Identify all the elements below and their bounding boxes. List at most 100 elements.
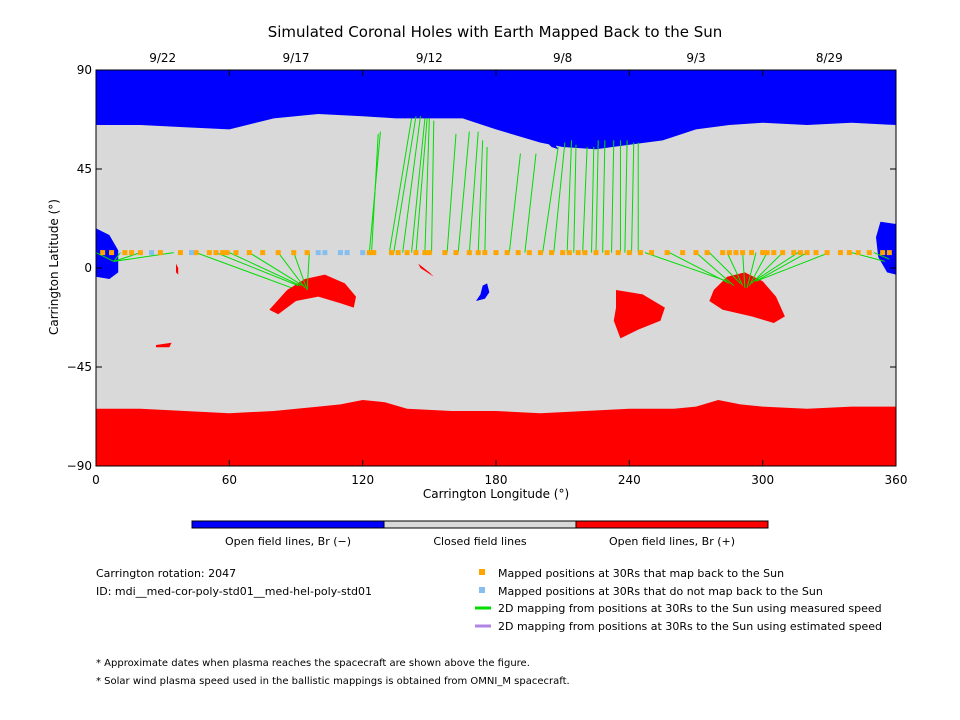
mapped-position-66: [837, 250, 843, 256]
mapped-position-56: [749, 250, 755, 256]
color-bar-label-positive: Open field lines, Br (+): [609, 535, 735, 548]
y-tick-label-5: −90: [67, 459, 92, 473]
mapped-position-59: [771, 250, 777, 256]
mapping-line-measured-50: [753, 252, 799, 282]
mapped-positions: [100, 250, 892, 256]
mapping-line-measured-45: [726, 252, 744, 286]
mapping-line-measured-26: [508, 153, 521, 253]
closed-field-region: [96, 70, 896, 466]
mapped-position-14: [246, 250, 252, 256]
legend: Mapped positions at 30Rs that map back t…: [475, 567, 882, 633]
unmapped-position-6: [344, 250, 350, 256]
mapping-line-measured-2: [113, 252, 121, 262]
mapped-position-68: [855, 250, 861, 256]
coronal-hole-positive-7: [709, 272, 785, 323]
mapped-position-20: [371, 250, 377, 256]
mapping-line-measured-36: [611, 140, 615, 253]
x-axis-ticks: 0 60 120 180 240 300 360: [92, 70, 907, 487]
mapped-position-45: [626, 250, 632, 256]
chart-title: Simulated Coronal Holes with Earth Mappe…: [268, 23, 723, 41]
mapped-position-4: [129, 250, 135, 256]
mapping-line-measured-33: [591, 146, 595, 253]
mapping-line-measured-48: [748, 252, 768, 286]
mapping-line-measured-54: [873, 252, 890, 260]
mapped-position-11: [220, 250, 226, 256]
x-tick-label-0: 0: [92, 473, 100, 487]
date-tick-1: 9/22: [149, 51, 176, 65]
mapped-position-9: [206, 250, 212, 256]
mapped-position-34: [515, 250, 521, 256]
date-tick-4: 9/8: [553, 51, 572, 65]
y-tick-label-1: 90: [77, 63, 92, 77]
mapped-position-24: [413, 250, 419, 256]
coronal-hole-positive-5: [269, 274, 356, 315]
model-id: ID: mdi__med-cor-poly-std01__med-hel-pol…: [96, 585, 372, 598]
mapped-position-71: [886, 250, 892, 256]
mapping-line-measured-23: [468, 131, 479, 253]
mapped-position-47: [649, 250, 655, 256]
north-polar-hole: [96, 70, 896, 150]
mapped-position-36: [537, 250, 543, 256]
mapping-line-measured-24: [477, 140, 484, 253]
mapped-position-44: [615, 250, 621, 256]
mapping-line-measured-28: [542, 146, 559, 253]
mapped-position-67: [846, 250, 852, 256]
mapped-position-23: [404, 250, 410, 256]
footnote-dates: * Approximate dates when plasma reaches …: [96, 658, 530, 669]
y-tick-label-2: 45: [77, 162, 92, 176]
mapped-position-49: [680, 250, 686, 256]
mapping-line-measured-49: [751, 252, 784, 284]
mapped-position-46: [637, 250, 643, 256]
mapped-position-55: [740, 250, 746, 256]
mapping-line-measured-27: [524, 153, 537, 253]
color-bar-positive: [575, 520, 769, 529]
mapping-line-measured-39: [631, 142, 635, 253]
mapping-line-measured-29: [553, 142, 566, 253]
mapping-line-measured-41: [644, 252, 728, 282]
mapped-position-54: [733, 250, 739, 256]
mapped-position-42: [593, 250, 599, 256]
mapped-position-25: [422, 250, 428, 256]
color-bar-label-negative: Open field lines, Br (−): [225, 535, 351, 548]
unmapped-position-7: [360, 250, 366, 256]
mapped-position-29: [466, 250, 472, 256]
mapped-position-1: [100, 250, 106, 256]
mapped-position-3: [122, 250, 128, 256]
mapping-line-measured-13: [371, 133, 379, 253]
mapped-position-30: [475, 250, 481, 256]
mapping-line-measured-38: [624, 140, 628, 253]
mapping-line-measured-17: [411, 118, 426, 253]
mapping-line-measured-5: [195, 252, 292, 289]
legend-mapped-marker: [479, 569, 485, 575]
mapped-position-43: [604, 250, 610, 256]
mapped-position-7: [177, 250, 183, 256]
mapped-position-70: [880, 250, 886, 256]
mapping-line-measured-6: [215, 252, 299, 287]
unmapped-position-4: [322, 250, 328, 256]
mapped-position-35: [526, 250, 532, 256]
color-bar-label-closed: Closed field lines: [433, 535, 527, 548]
mapped-position-16: [275, 250, 281, 256]
mapped-position-8: [193, 250, 199, 256]
mapping-line-measured-34: [595, 140, 599, 253]
footnote-speed: * Solar wind plasma speed used in the ba…: [96, 676, 570, 687]
y-tick-label-3: 0: [84, 261, 92, 275]
x-tick-label-300: 300: [751, 473, 774, 487]
date-tick-2: 9/17: [283, 51, 310, 65]
unmapped-position-1: [149, 250, 155, 256]
mapped-position-18: [304, 250, 310, 256]
coronal-holes: [96, 138, 896, 348]
legend-estimated-label: 2D mapping from positions at 30Rs to the…: [498, 620, 882, 633]
mapped-position-19: [366, 250, 372, 256]
mapping-line-measured-11: [306, 252, 310, 291]
mapped-position-17: [291, 250, 297, 256]
south-polar-hole: [96, 400, 896, 466]
coronal-hole-positive-9: [176, 263, 179, 275]
mapping-line-measured-10: [293, 252, 308, 291]
mapping-line-measured-21: [446, 133, 457, 253]
color-bar: Open field lines, Br (−) Closed field li…: [191, 520, 769, 548]
x-tick-label-360: 360: [885, 473, 908, 487]
mapped-position-62: [797, 250, 803, 256]
color-bar-negative: [191, 520, 385, 529]
unmapped-position-5: [337, 250, 343, 256]
